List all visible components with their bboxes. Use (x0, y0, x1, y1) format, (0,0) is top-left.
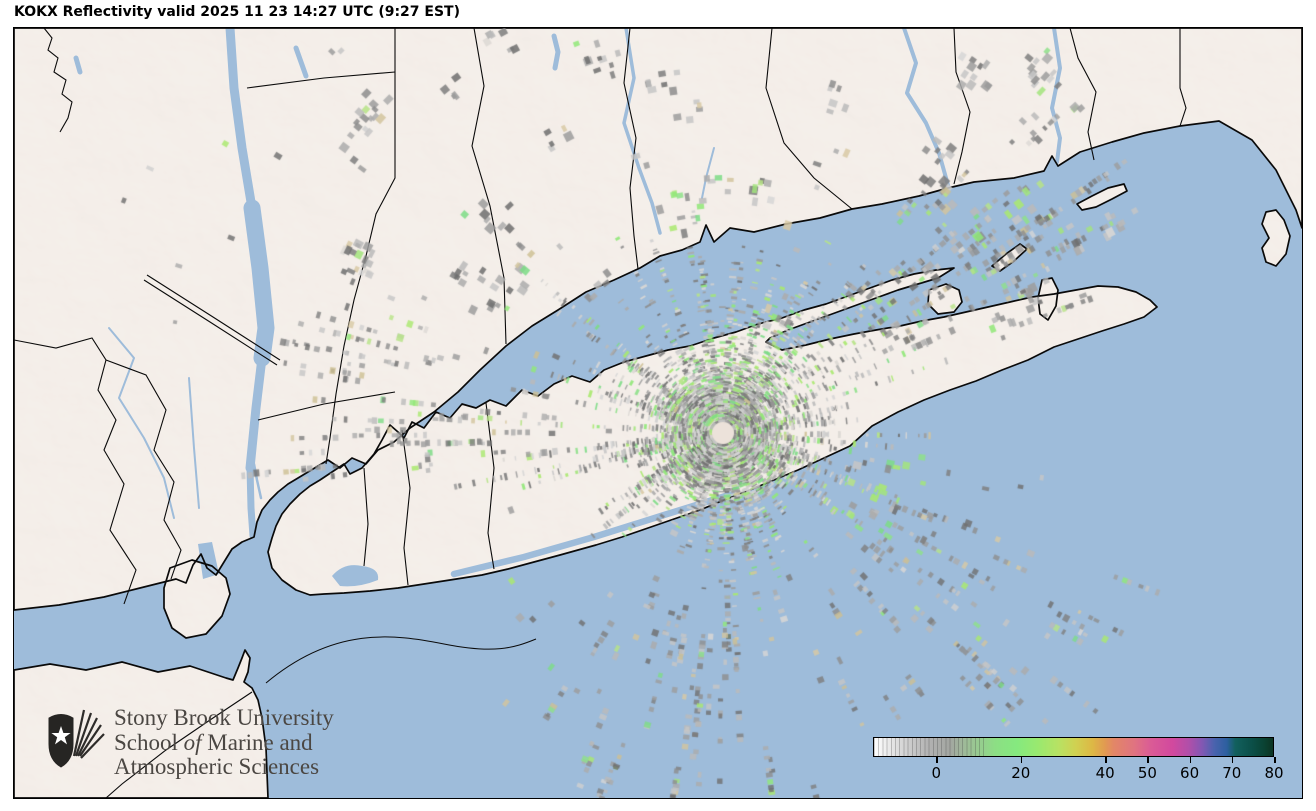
colorbar-tick (936, 757, 938, 763)
colorbar-tick (1231, 757, 1234, 763)
colorbar: 0 20 40 50 60 70 80 (873, 737, 1284, 787)
colorbar-tick (1105, 757, 1107, 763)
colorbar-tick (1274, 757, 1276, 763)
colorbar-discrete-steps (874, 738, 986, 756)
map-canvas-area: 0 20 40 50 60 70 80 Stony Brook University Sch… (13, 27, 1303, 799)
branding-line-1: Stony Brook University (114, 705, 334, 730)
stony-brook-branding: Stony Brook University School of Marine … (44, 705, 334, 780)
stony-brook-shield-icon (48, 709, 105, 768)
colorbar-tick-label: 50 (1137, 764, 1157, 782)
radar-echo-layer (14, 28, 1302, 798)
colorbar-gradient (873, 737, 1274, 757)
colorbar-tick-label: 0 (931, 764, 942, 782)
figure-title: KOKX Reflectivity valid 2025 11 23 14:27… (14, 4, 461, 20)
colorbar-tick-label: 80 (1264, 764, 1284, 782)
colorbar-tick-label: 70 (1222, 764, 1242, 782)
colorbar-tick (1020, 757, 1023, 763)
colorbar-tick-label: 20 (1011, 764, 1031, 782)
colorbar-tick (1189, 757, 1192, 763)
branding-line-2: School of Marine and (114, 729, 313, 755)
colorbar-tick-label: 40 (1095, 764, 1115, 782)
branding-text: Stony Brook University School of Marine … (114, 705, 334, 780)
colorbar-tick-label: 60 (1180, 764, 1200, 782)
branding-line-3: Atmospheric Sciences (114, 754, 320, 779)
colorbar-tick (1147, 757, 1149, 763)
